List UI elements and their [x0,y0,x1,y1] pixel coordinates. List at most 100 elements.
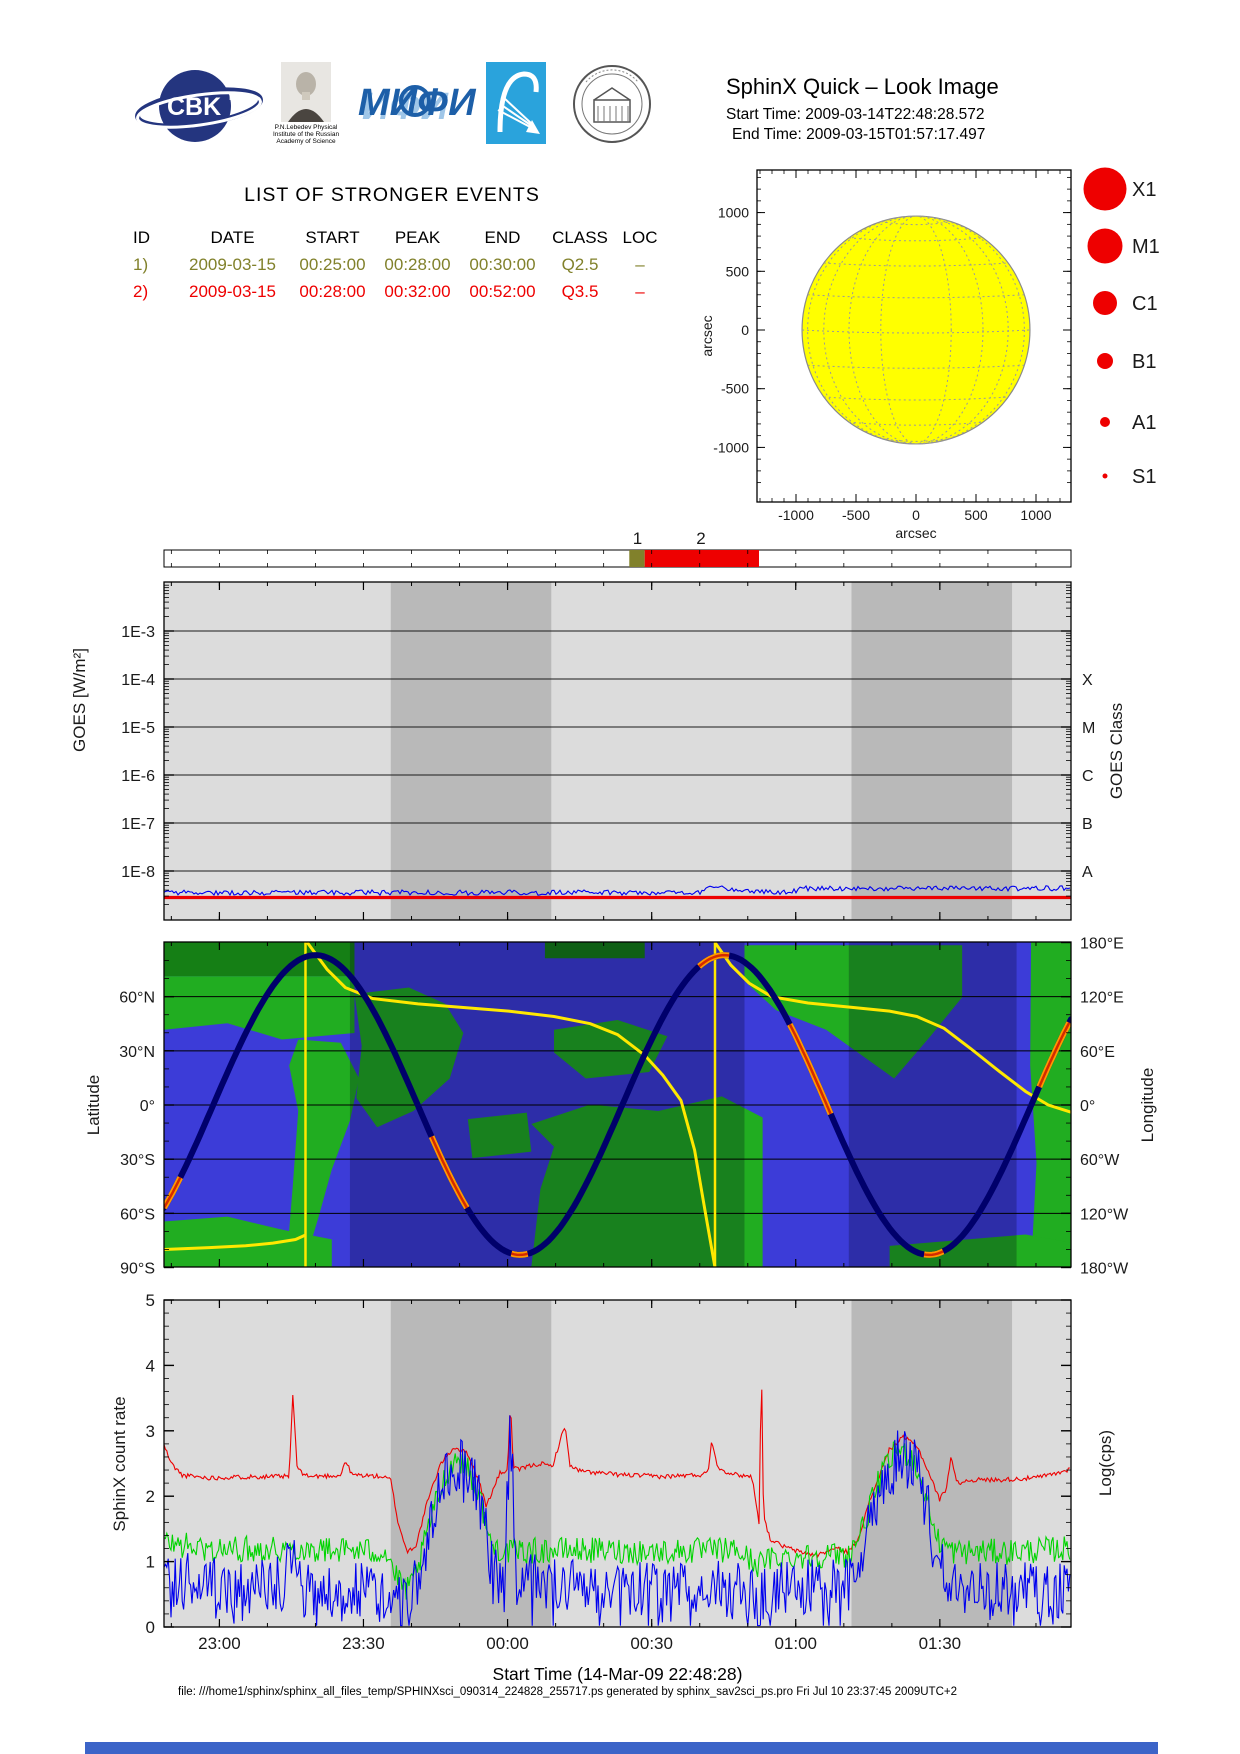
map-land-dark [164,942,355,977]
goes-ytick: 1E-5 [121,720,155,737]
count-trace-blue [163,1415,1071,1627]
count-rate-plot [163,1299,1072,1628]
lebedev-caption: P.N.Lebedev Physical Institute of the Ru… [272,124,340,145]
map-radiation-core [788,1023,832,1115]
events-header-row-cell: START [305,228,360,247]
time-tick-label: 00:00 [486,1634,529,1653]
events-header-row-cell: ID [133,228,150,247]
events-header-row: ID DATE START PEAK END CLASS LOC [133,228,665,248]
count-ytick: 5 [146,1291,155,1310]
sun-ytick: -500 [721,381,749,397]
map-radiation-core [1038,1022,1071,1088]
bottom-blue-bar [85,1742,1158,1754]
count-ytick: 1 [146,1553,155,1572]
sun-ylabel: arcsec [699,315,715,356]
legend-flare-circle-M1 [1087,228,1123,264]
arch-logo [486,62,546,144]
events-row-1-cell: 00:30:00 [469,255,536,274]
map-lon-tick: 180°W [1080,1261,1129,1278]
goes-class-letter: B [1082,816,1093,833]
map-radiation-core [511,1252,528,1257]
timeline-event-label: 1 [633,529,642,548]
map-lat-tick: 30°S [120,1152,155,1169]
events-header-row-cell: CLASS [552,228,608,247]
sun-xtick: -500 [842,507,870,523]
map-lat-tick: 90°S [120,1261,155,1278]
events-row-2-cell: – [635,282,645,301]
longitude-label: Longitude [1138,1067,1157,1143]
ground-track-map [163,941,1072,1269]
map-land [467,1112,532,1159]
goes-class-letter: C [1082,768,1094,785]
count-night-band [851,1300,1013,1627]
countrate-ylabel: SphinX count rate [110,1396,129,1532]
sun-ytick: 0 [741,322,749,338]
map-orbit-track [164,952,1071,1258]
flare-size-legend [1083,167,1127,479]
goes-ylabel: GOES [W/m²] [70,648,89,752]
count-ytick: 0 [146,1618,155,1637]
events-header-row-cell: END [484,228,521,247]
events-header-row-cell: PEAK [394,228,441,247]
stamp-logo [572,62,652,146]
events-header-row-cell: LOC [622,228,658,247]
goes-class-letter: X [1082,672,1093,689]
events-row-1-cell: 1) [133,255,149,274]
page-title: SphinX Quick – Look Image [726,74,999,99]
events-row-2-cell: 00:28:00 [299,282,366,301]
map-radiation-core [164,1176,182,1209]
goes-blue-trace [163,884,1071,897]
events-header-row-cell: DATE [210,228,255,247]
map-land-dark [544,942,645,959]
map-lat-tick: 60°N [119,990,155,1007]
events-row-1-cell: 00:28:00 [384,255,451,274]
sun-xlabel: arcsec [895,525,936,541]
map-land [531,1096,763,1267]
time-tick-label: 01:30 [919,1634,962,1653]
timeline-event-2[interactable] [644,550,759,567]
goes-class-letter: A [1082,864,1093,881]
goes-ytick: 1E-7 [121,816,155,833]
sun-disk-plot [756,169,1072,503]
sun-ytick: 1000 [718,205,749,221]
map-lon-tick: 0° [1080,1098,1095,1115]
map-lon-tick: 120°E [1080,990,1124,1007]
legend-flare-label: A1 [1132,412,1156,434]
goes-night-band [390,582,552,920]
goes-night-band [851,582,1013,920]
count-ytick: 3 [146,1422,155,1441]
cbk-logo-text: CBK [167,93,221,121]
map-land [744,945,963,1079]
sun-ytick: -1000 [713,439,749,455]
events-row-1: 1) 2009-03-15 00:25:00 00:28:00 00:30:00 Q2.5… [133,255,665,275]
legend-flare-circle-X1 [1083,167,1127,211]
count-ytick: 4 [146,1356,155,1375]
timeline-event-1[interactable] [629,550,645,567]
footer-text: file: ///home1/sphinx/sphinx_all_files_t… [178,1686,957,1698]
goes-ytick: 1E-6 [121,768,155,785]
legend-flare-circle-C1 [1093,291,1117,315]
events-row-2: 2) 2009-03-15 00:28:00 00:32:00 00:52:00 Q3.5… [133,282,665,302]
map-land [164,1216,332,1267]
logcps-label: Log(cps) [1096,1429,1115,1497]
cbk-logo-subtext: PAN [229,93,245,102]
sun-xtick: 500 [964,507,988,523]
events-row-2-cell: 2) [133,282,149,301]
count-trace-red [163,1389,1070,1559]
legend-flare-circle-B1 [1097,353,1113,369]
map-lat-tick: 30°N [119,1044,155,1061]
map-radiation-core [698,953,730,968]
legend-flare-circle-A1 [1100,417,1110,427]
time-tick-label: 01:00 [774,1634,817,1653]
map-lon-tick: 60°W [1080,1152,1120,1169]
events-row-2-cell: 00:52:00 [469,282,536,301]
goes-ytick: 1E-8 [121,864,155,881]
cbk-logo: CBK PAN [133,66,263,146]
legend-flare-label: M1 [1132,236,1160,258]
lebedev-logo: P.N.Lebedev Physical Institute of the Ru… [263,62,349,148]
legend-flare-label: S1 [1132,466,1156,488]
goes-ytick: 1E-3 [121,624,155,641]
events-row-1-cell: 2009-03-15 [189,255,276,274]
